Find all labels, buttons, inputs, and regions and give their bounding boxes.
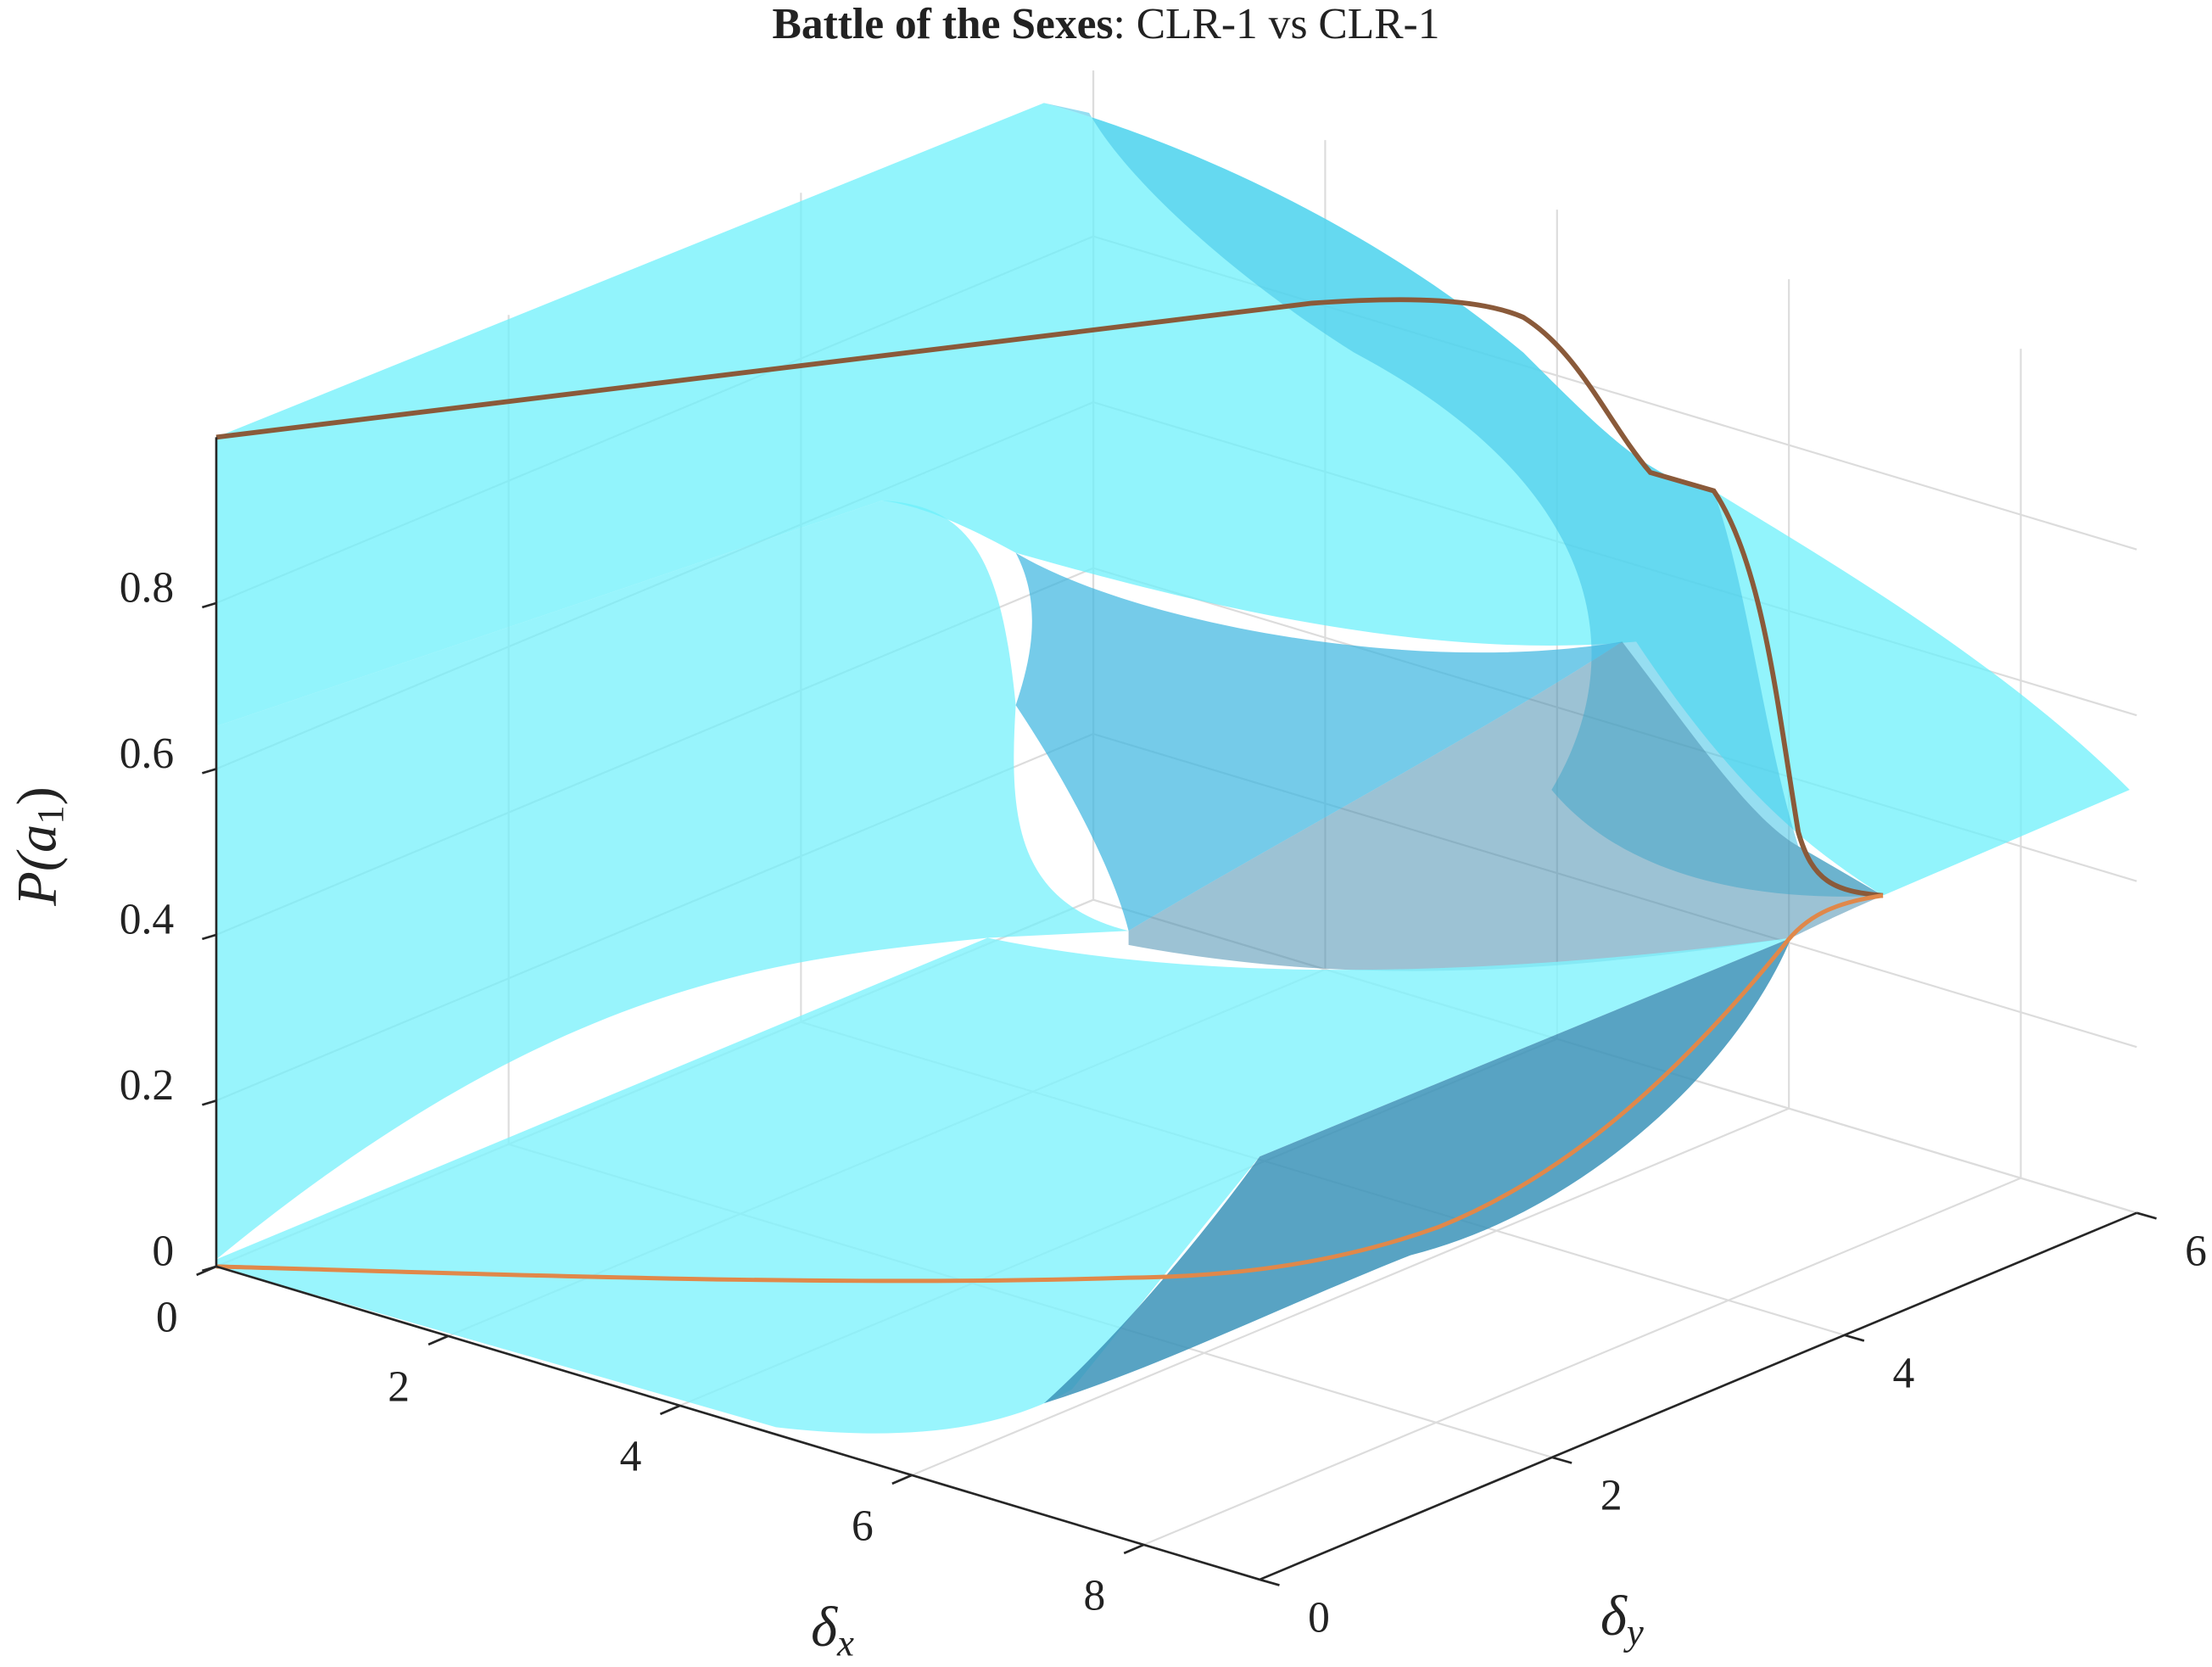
chart-title: Battle of the Sexes: CLR-1 vs CLR-1 xyxy=(773,0,1440,48)
x-axis-label: δx xyxy=(811,1597,854,1664)
surface-upper-fold xyxy=(1043,103,1884,897)
y-tick xyxy=(2136,1211,2157,1220)
surface-curve-lower xyxy=(215,893,1884,1284)
surface-upper xyxy=(216,103,2130,896)
y-tick-label: 0 xyxy=(1308,1594,1330,1642)
z-tick-label: 0.2 xyxy=(120,1061,174,1110)
x-tick-label: 6 xyxy=(852,1502,874,1551)
x-tick-label: 8 xyxy=(1083,1572,1105,1620)
y-axis xyxy=(1259,1211,2137,1581)
x-label-symbol: δ xyxy=(811,1597,838,1659)
surface-fold-shadow xyxy=(1128,641,1884,971)
z-tick xyxy=(201,933,217,941)
grid-line xyxy=(911,1107,1790,1476)
y-tick-label: 2 xyxy=(1600,1472,1623,1520)
z-label-sub: 1 xyxy=(29,805,71,824)
surface xyxy=(215,103,2130,1434)
grid-line xyxy=(1143,1177,2021,1546)
x-tick xyxy=(891,1474,913,1485)
surface-lower xyxy=(216,937,1791,1434)
z-tick-label: 0.8 xyxy=(120,563,174,612)
y-label-sub: y xyxy=(1623,1611,1644,1653)
axes: 0 0.2 0.4 0.6 0.8 0 2 4 6 8 0 2 4 6 xyxy=(120,437,2207,1642)
x-tick-label: 2 xyxy=(388,1363,410,1412)
y-tick xyxy=(1844,1334,1865,1342)
z-tick xyxy=(201,768,217,775)
surface-middle xyxy=(216,501,1129,1260)
surface-curve-upper xyxy=(215,297,1884,898)
z-tick xyxy=(201,601,217,609)
z-label-close: ) xyxy=(7,786,69,805)
y-tick-label: 6 xyxy=(2185,1227,2207,1275)
x-label-sub: x xyxy=(836,1622,854,1664)
z-tick-label: 0.4 xyxy=(120,895,174,943)
y-label-symbol: δ xyxy=(1600,1586,1628,1647)
z-tick-label: 0.6 xyxy=(120,730,174,778)
title-rest: : CLR-1 vs CLR-1 xyxy=(1114,0,1440,48)
x-tick-label: 4 xyxy=(620,1433,642,1481)
x-tick xyxy=(427,1334,449,1346)
surface-lower-fold xyxy=(1043,937,1791,1404)
y-tick xyxy=(1551,1456,1572,1464)
x-tick xyxy=(1123,1543,1145,1555)
z-axis-label: P(a1) xyxy=(7,786,71,907)
z-tick-label: 0 xyxy=(152,1227,174,1275)
y-tick-label: 4 xyxy=(1893,1349,1915,1397)
z-tick xyxy=(201,1099,217,1106)
x-tick-label: 0 xyxy=(156,1294,178,1342)
x-axis xyxy=(215,1265,1260,1581)
y-tick xyxy=(1259,1578,1280,1586)
x-tick xyxy=(659,1404,681,1416)
title-bold: Battle of the Sexes xyxy=(773,0,1114,48)
surface-middle-curl xyxy=(1015,552,1623,931)
y-axis-label: δy xyxy=(1600,1586,1644,1653)
x-tick xyxy=(196,1265,217,1277)
z-label-text: P(a xyxy=(7,825,69,907)
